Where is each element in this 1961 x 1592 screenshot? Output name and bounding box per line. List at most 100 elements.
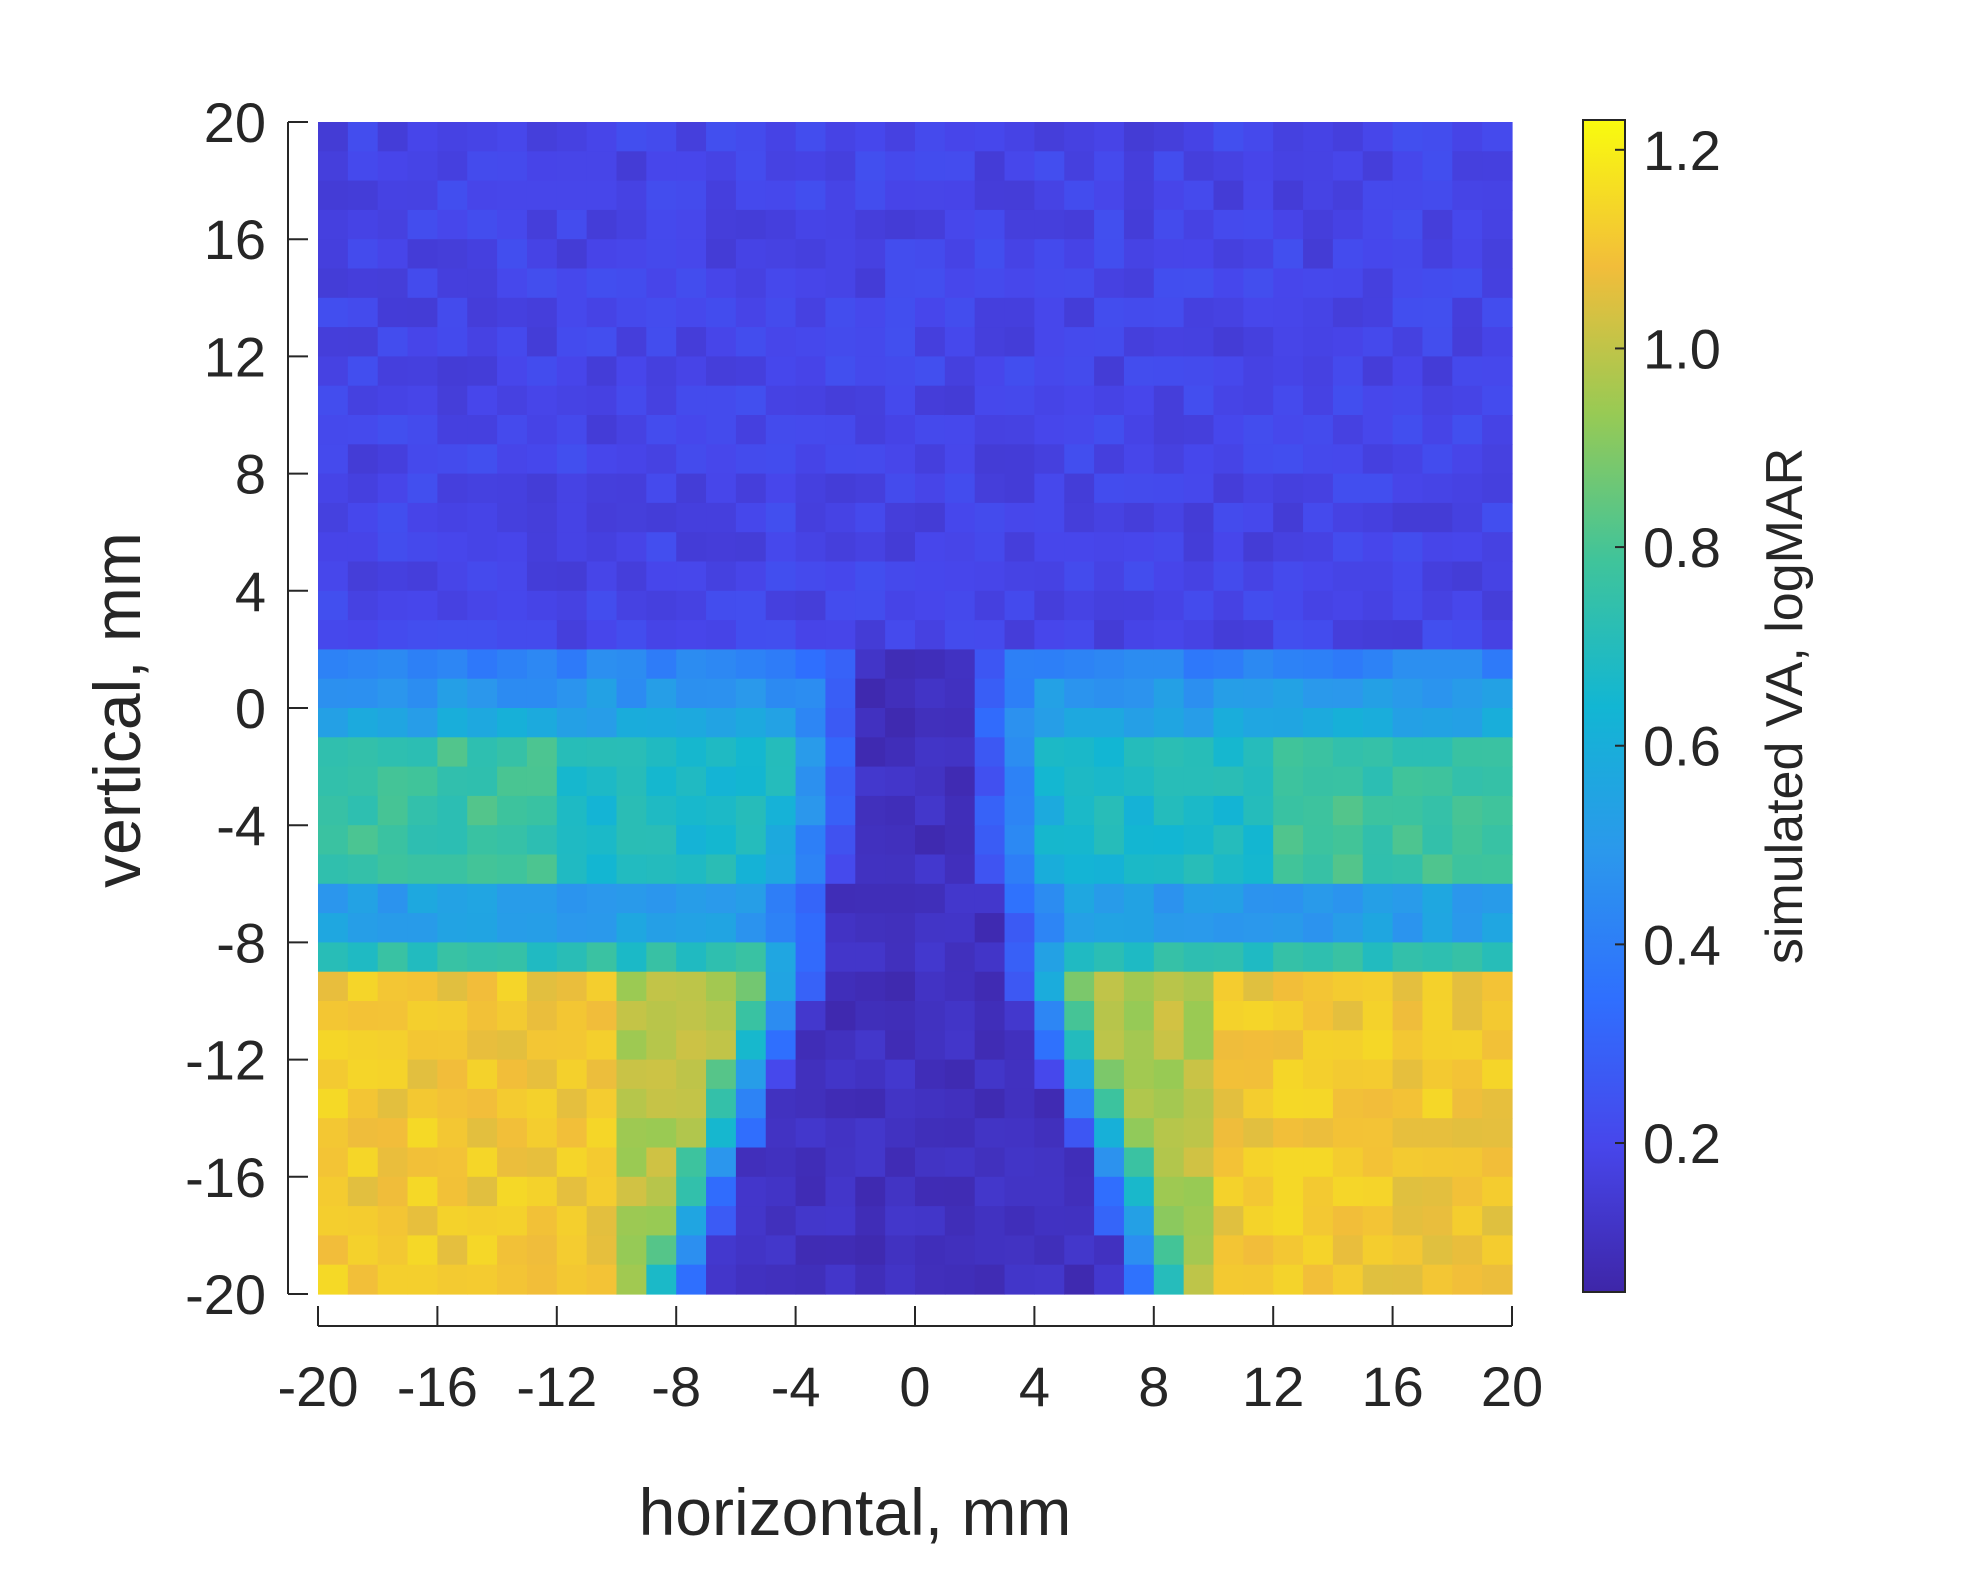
- heatmap-cell: [1392, 532, 1424, 563]
- heatmap-cell: [765, 971, 797, 1002]
- heatmap-cell: [855, 327, 886, 357]
- heatmap-cell: [1482, 1001, 1513, 1031]
- heatmap-cell: [676, 1206, 707, 1236]
- heatmap-cell: [1153, 1176, 1185, 1207]
- heatmap-cell: [1243, 795, 1274, 826]
- heatmap-cell: [1243, 825, 1274, 856]
- heatmap-cell: [1303, 209, 1334, 240]
- heatmap-cell: [1064, 122, 1095, 152]
- heatmap-cell: [1482, 151, 1513, 182]
- heatmap-cell: [347, 356, 379, 387]
- heatmap-cell: [1482, 795, 1513, 826]
- heatmap-cell: [407, 415, 438, 445]
- x-tick-label: -4: [771, 1355, 821, 1418]
- heatmap-cell: [1183, 649, 1215, 680]
- heatmap-cell: [885, 239, 916, 270]
- heatmap-cell: [437, 1264, 468, 1295]
- heatmap-cell: [1064, 473, 1095, 504]
- heatmap-cell: [1183, 1059, 1215, 1090]
- heatmap-cell: [407, 1206, 438, 1236]
- heatmap-cell: [1452, 1088, 1483, 1119]
- heatmap-cell: [318, 268, 349, 299]
- heatmap-cell: [347, 473, 379, 504]
- x-axis-ticks: -20 -16 -12 -8 -4 0 4 8 12 16 20: [278, 1306, 1543, 1418]
- heatmap-cell: [885, 883, 916, 914]
- heatmap-cell: [586, 327, 618, 357]
- heatmap-cell: [1243, 209, 1274, 240]
- heatmap-cell: [825, 1030, 856, 1061]
- heatmap-cell: [1034, 1206, 1065, 1236]
- heatmap-cell: [825, 209, 856, 240]
- heatmap-cell: [377, 1030, 409, 1061]
- heatmap-cell: [1452, 766, 1483, 797]
- heatmap-cell: [974, 1147, 1006, 1178]
- heatmap-cell: [646, 883, 677, 914]
- heatmap-cell: [1332, 1176, 1364, 1207]
- heatmap-cell: [825, 913, 856, 943]
- heatmap-cell: [556, 415, 588, 445]
- heatmap-cell: [318, 825, 349, 856]
- heatmap-cell: [1183, 532, 1215, 563]
- heatmap-cell: [1392, 1088, 1424, 1119]
- heatmap-cell: [735, 1030, 767, 1061]
- heatmap-cell: [526, 913, 558, 943]
- heatmap-cell: [467, 1001, 498, 1031]
- heatmap-cell: [1123, 1088, 1155, 1119]
- heatmap-cell: [497, 209, 528, 240]
- heatmap-cell: [1213, 1001, 1244, 1031]
- heatmap-cell: [1392, 825, 1424, 856]
- heatmap-cell: [706, 590, 737, 621]
- heatmap-cell: [1243, 356, 1274, 387]
- heatmap-cell: [556, 1118, 588, 1149]
- heatmap-cell: [974, 1206, 1006, 1236]
- heatmap-cell: [676, 151, 707, 182]
- heatmap-cell: [407, 327, 438, 357]
- heatmap-cell: [1362, 590, 1394, 621]
- heatmap-cell: [1362, 209, 1394, 240]
- heatmap-cell: [855, 356, 886, 387]
- heatmap-cell: [855, 532, 886, 563]
- heatmap-cell: [885, 268, 916, 299]
- heatmap-cell: [1273, 1059, 1304, 1090]
- heatmap-cell: [526, 795, 558, 826]
- heatmap-cell: [1183, 1176, 1215, 1207]
- heatmap-cell: [855, 239, 886, 270]
- heatmap-cell: [467, 883, 498, 914]
- heatmap-cell: [1243, 854, 1274, 885]
- heatmap-cell: [974, 444, 1006, 475]
- heatmap-cell: [735, 913, 767, 943]
- heatmap-cell: [825, 1001, 856, 1031]
- heatmap-cell: [377, 444, 409, 475]
- heatmap-cell: [706, 1088, 737, 1119]
- heatmap-cell: [795, 209, 827, 240]
- heatmap-cell: [1482, 620, 1513, 650]
- heatmap-cell: [467, 708, 498, 738]
- heatmap-cell: [944, 1059, 976, 1090]
- heatmap-cell: [1034, 356, 1065, 387]
- heatmap-cell: [1004, 620, 1035, 650]
- heatmap-cell: [556, 561, 588, 592]
- heatmap-cell: [347, 854, 379, 885]
- heatmap-cell: [437, 1088, 468, 1119]
- heatmap-cell: [1303, 268, 1334, 299]
- heatmap-cell: [437, 385, 468, 416]
- heatmap-cell: [855, 649, 886, 680]
- heatmap-cell: [676, 971, 707, 1002]
- heatmap-cell: [407, 151, 438, 182]
- heatmap-cell: [1362, 1235, 1394, 1266]
- heatmap-cell: [1123, 209, 1155, 240]
- heatmap-cell: [497, 502, 528, 533]
- heatmap-cell: [1392, 385, 1424, 416]
- heatmap-cell: [1094, 122, 1125, 152]
- heatmap-cell: [1362, 1059, 1394, 1090]
- heatmap-cell: [1303, 385, 1334, 416]
- heatmap-cell: [1153, 1088, 1185, 1119]
- heatmap-cell: [944, 1206, 976, 1236]
- heatmap-cell: [467, 502, 498, 533]
- heatmap-cell: [1064, 649, 1095, 680]
- heatmap-cell: [706, 502, 737, 533]
- heatmap-cell: [735, 1001, 767, 1031]
- heatmap-cell: [795, 590, 827, 621]
- heatmap-cell: [1422, 1147, 1453, 1178]
- heatmap-cell: [407, 854, 438, 885]
